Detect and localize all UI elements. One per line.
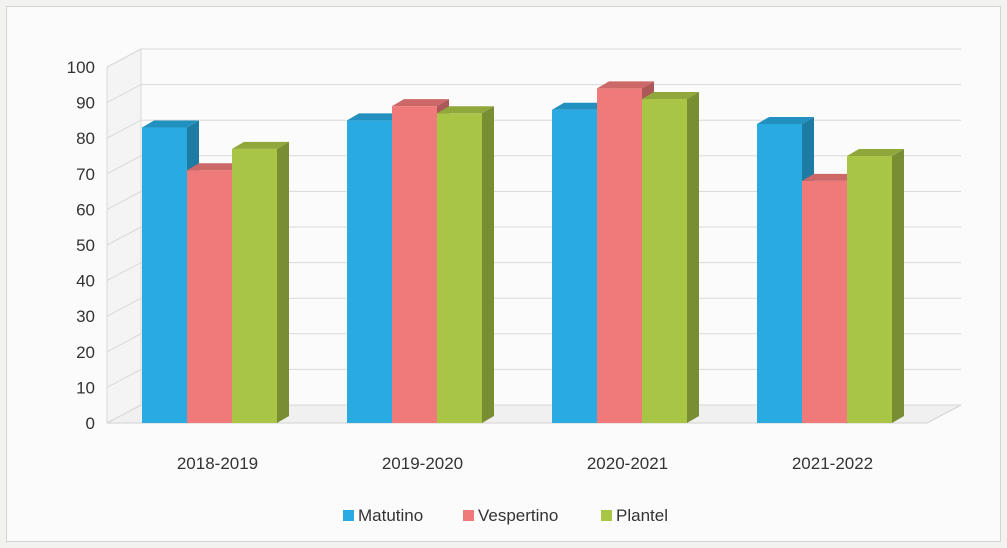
bar-front: [642, 99, 687, 423]
bar-front: [142, 127, 187, 424]
legend-swatch: [463, 510, 474, 521]
x-category-label: 2020-2021: [587, 454, 668, 473]
y-tick-label: 20: [76, 343, 95, 362]
bar-front: [437, 113, 482, 423]
bar-front: [232, 148, 277, 423]
gridline: [106, 48, 961, 68]
bar: [847, 149, 904, 423]
y-tick-label: 0: [86, 414, 95, 433]
y-axis-ticks: 0 10 20 30 40 50 60 70 80 90 100: [67, 58, 95, 433]
bar: [642, 92, 699, 423]
bar-top: [757, 116, 814, 124]
y-tick-label: 70: [76, 165, 95, 184]
x-category-label: 2019-2020: [382, 454, 463, 473]
x-category-label: 2021-2022: [792, 454, 873, 473]
bar-front: [757, 123, 802, 424]
bar-front: [347, 120, 392, 424]
bar: [437, 106, 494, 423]
y-tick-label: 30: [76, 307, 95, 326]
bar-front: [597, 88, 642, 424]
legend-item: Vespertino: [463, 506, 558, 525]
y-tick-label: 40: [76, 272, 95, 291]
legend-label: Matutino: [358, 506, 423, 525]
bar-front: [552, 109, 597, 423]
bar-side: [687, 92, 699, 423]
legend-label: Plantel: [616, 506, 668, 525]
x-category-label: 2018-2019: [177, 454, 258, 473]
bar-front: [392, 106, 437, 423]
bar-top: [437, 106, 494, 114]
y-tick-label: 10: [76, 378, 95, 397]
bar-side: [482, 106, 494, 423]
bar-top: [187, 163, 244, 171]
bar-side: [277, 141, 289, 423]
bar-top: [642, 92, 699, 100]
bar-chart: 0 10 20 30 40 50 60 70 80 90 100 2018-2019 2019-202…: [67, 48, 962, 525]
y-tick-label: 60: [76, 200, 95, 219]
bar-top: [552, 102, 609, 110]
y-tick-label: 50: [76, 236, 95, 255]
bar-side: [892, 149, 904, 423]
bar-top: [347, 113, 404, 121]
bar-top: [232, 141, 289, 149]
bar-front: [187, 170, 232, 423]
bar-top: [392, 99, 449, 107]
bar-top: [142, 120, 199, 128]
chart-frame: 0 10 20 30 40 50 60 70 80 90 100 2018-2019 2019-202…: [6, 6, 1001, 542]
bar: [232, 141, 289, 423]
bar-top: [802, 173, 859, 181]
legend-item: Matutino: [343, 506, 423, 525]
gridline: [106, 119, 961, 139]
legend: Matutino Vespertino Plantel: [343, 506, 668, 525]
bar-front: [847, 156, 892, 423]
legend-swatch: [601, 510, 612, 521]
bars: [142, 81, 904, 424]
legend-swatch: [343, 510, 354, 521]
y-tick-label: 80: [76, 129, 95, 148]
bar-top: [847, 149, 904, 156]
gridline: [106, 84, 961, 104]
legend-label: Vespertino: [478, 506, 558, 525]
y-tick-label: 100: [67, 58, 95, 77]
legend-item: Plantel: [601, 506, 668, 525]
x-axis-categories: 2018-2019 2019-2020 2020-2021 2021-2022: [177, 454, 873, 473]
y-tick-label: 90: [76, 94, 95, 113]
bar-top: [597, 81, 654, 89]
bar-front: [802, 180, 847, 423]
